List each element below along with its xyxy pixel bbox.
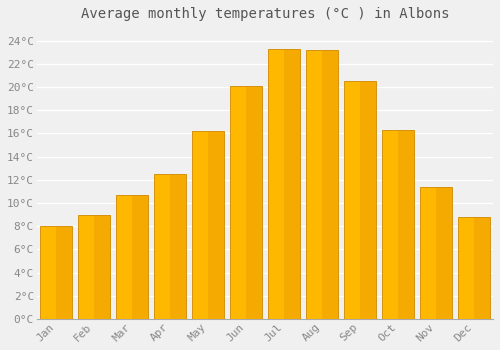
Bar	[132, 195, 148, 319]
Bar	[94, 215, 110, 319]
Bar	[154, 174, 186, 319]
Bar	[246, 86, 262, 319]
Bar	[344, 81, 376, 319]
Bar	[208, 131, 224, 319]
Bar	[116, 195, 148, 319]
Bar	[170, 174, 186, 319]
Bar	[398, 130, 414, 319]
Bar	[192, 131, 224, 319]
Bar	[78, 215, 110, 319]
Bar	[322, 50, 338, 319]
Bar	[306, 50, 338, 319]
Bar	[268, 49, 300, 319]
Bar	[360, 81, 376, 319]
Bar	[40, 226, 72, 319]
Title: Average monthly temperatures (°C ) in Albons: Average monthly temperatures (°C ) in Al…	[80, 7, 449, 21]
Bar	[382, 130, 414, 319]
Bar	[436, 187, 452, 319]
Bar	[56, 226, 72, 319]
Bar	[230, 86, 262, 319]
Bar	[474, 217, 490, 319]
Bar	[458, 217, 490, 319]
Bar	[420, 187, 452, 319]
Bar	[284, 49, 300, 319]
